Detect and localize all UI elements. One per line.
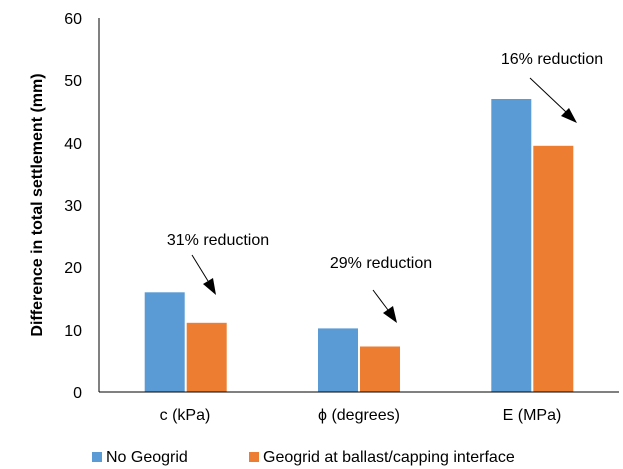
annotation-phi: 29% reduction: [330, 255, 432, 272]
annotation-arrow-e: [529, 77, 567, 113]
legend-label-geogrid: Geogrid at ballast/capping interface: [263, 449, 515, 466]
bar-geogrid-c: [186, 322, 227, 392]
annotation-arrowhead-e: [561, 108, 577, 123]
y-tick-label-2: 20: [64, 260, 82, 277]
y-axis: 0 10 20 30 40 50 60: [64, 11, 100, 402]
y-tick-label-5: 50: [64, 73, 82, 90]
y-tick-label-3: 30: [64, 198, 82, 215]
x-tick-label-e: E (MPa): [503, 407, 562, 424]
bar-geogrid-phi: [360, 346, 400, 392]
legend: No Geogrid Geogrid at ballast/capping in…: [92, 449, 515, 466]
annotation-e: 16% reduction: [501, 51, 603, 68]
bars: [144, 99, 574, 392]
legend-swatch-no-geogrid: [92, 452, 102, 462]
y-tick-label-6: 60: [64, 11, 82, 28]
y-tick-label-0: 0: [73, 385, 82, 402]
bar-no-geogrid-e: [491, 99, 532, 392]
annotation-c: 31% reduction: [167, 232, 269, 249]
bar-geogrid-e: [533, 145, 574, 392]
annotations: 31% reduction 29% reduction 16% reductio…: [167, 51, 603, 323]
legend-swatch-geogrid: [249, 452, 259, 462]
bar-no-geogrid-c: [144, 292, 185, 392]
y-tick-label-4: 40: [64, 136, 82, 153]
x-tick-label-phi: ϕ (degrees): [318, 407, 400, 424]
y-tick-label-1: 10: [64, 323, 82, 340]
y-axis-title: Difference in total settlement (mm): [29, 73, 46, 336]
x-axis: c (kPa) ϕ (degrees) E (MPa): [160, 407, 562, 424]
bar-no-geogrid-phi: [318, 328, 358, 392]
annotation-arrowhead-phi: [383, 306, 397, 323]
annotation-arrow-phi: [372, 289, 389, 311]
legend-label-no-geogrid: No Geogrid: [106, 449, 188, 466]
annotation-arrowhead-c: [203, 278, 216, 295]
annotation-arrow-c: [191, 254, 209, 282]
x-tick-label-c: c (kPa): [160, 407, 211, 424]
